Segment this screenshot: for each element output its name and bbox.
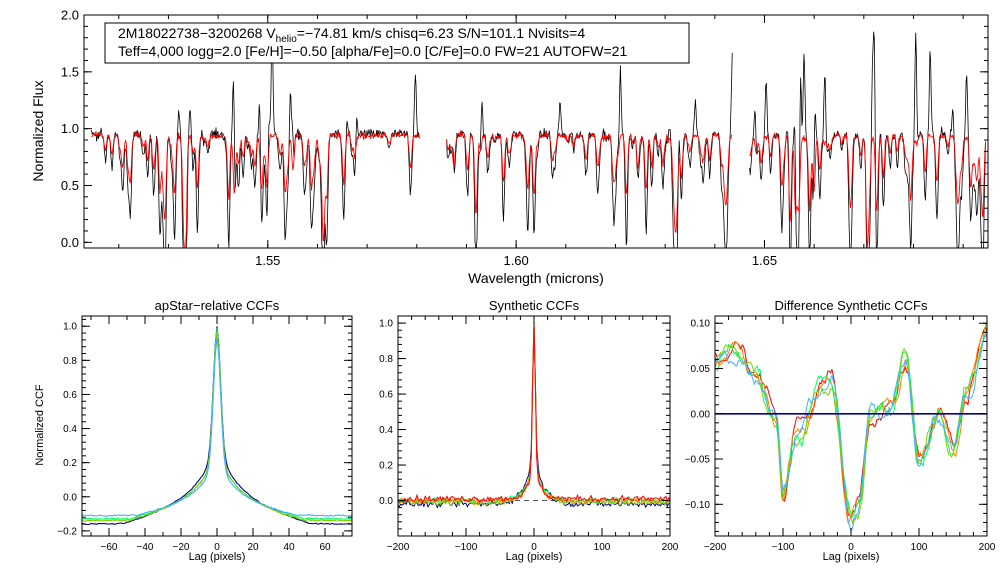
info-box — [104, 22, 690, 64]
y-tick-label: 1.5 — [61, 64, 79, 79]
x-tick-label: 100 — [911, 542, 928, 553]
x-tick-label: 20 — [247, 542, 259, 553]
synthetic-ccf-series — [397, 321, 671, 509]
x-tick-label: 40 — [283, 542, 295, 553]
y-tick-label: 0.05 — [691, 364, 711, 375]
spectrum-panel: 1.55 1.60 1.65 0.0 0.5 1.0 1.5 2.0 2M18022738−3… — [30, 8, 989, 286]
y-tick-label: 0.5 — [61, 178, 79, 193]
x-tick-label: 0 — [531, 542, 537, 553]
y-tick-label: 2.0 — [61, 8, 79, 23]
difference-ccf-axis-ticks: −200 −100 0 100 200 −0.10 −0.05 0.00 0.05 0.10 — [685, 316, 996, 553]
apstar-ccf-title: apStar−relative CCFs — [155, 298, 280, 313]
y-tick-label: 1.0 — [63, 322, 77, 333]
synthetic-ccf-line-visit-4 — [397, 321, 671, 506]
x-tick-label: 60 — [319, 542, 331, 553]
synthetic-ccf-line-visit-1 — [397, 321, 671, 509]
x-tick-label: −200 — [387, 542, 410, 553]
y-tick-label: 0.2 — [63, 458, 77, 469]
x-tick-label: −100 — [455, 542, 478, 553]
x-tick-label: 200 — [662, 542, 679, 553]
y-tick-label: 0.10 — [691, 319, 711, 330]
y-tick-label: −0.10 — [685, 500, 711, 511]
spectrum-series — [91, 30, 986, 249]
y-tick-label: 0.2 — [379, 461, 393, 472]
synthetic-ccf-axis-ticks: −200 −100 0 100 200 0.0 0.2 0.4 0.6 0.8 1.0 — [379, 316, 679, 553]
apstar-ccf-line-visit-3 — [81, 330, 353, 522]
difference-ccf-line-visit-2 — [714, 333, 988, 524]
y-tick-label: 0.00 — [691, 409, 711, 420]
y-tick-label: 0.8 — [379, 354, 393, 365]
x-tick-label: 1.65 — [752, 253, 777, 268]
y-tick-label: −0.2 — [57, 526, 77, 537]
synthetic-ccf-x-label: Lag (pixels) — [506, 551, 563, 563]
info-star-id: 2M18022738−3200268 V — [118, 25, 276, 41]
info-helio-subscript: helio — [276, 34, 298, 45]
apstar-ccf-x-label: Lag (pixels) — [189, 551, 246, 563]
spectrum-line-model-chip-3 — [749, 131, 986, 249]
synthetic-ccf-line-visit-3 — [397, 325, 671, 507]
synthetic-ccf-title: Synthetic CCFs — [489, 298, 580, 313]
apstar-ccf-line-visit-4 — [81, 337, 353, 517]
spectrum-frame — [83, 14, 989, 249]
y-tick-label: 0.0 — [63, 492, 77, 503]
x-tick-label: −40 — [137, 542, 154, 553]
difference-ccf-series — [714, 323, 988, 532]
x-tick-label: 200 — [979, 542, 996, 553]
y-tick-label: 1.0 — [61, 121, 79, 136]
y-tick-label: 0.6 — [63, 390, 77, 401]
x-tick-label: 1.55 — [255, 253, 280, 268]
y-tick-label: 0.8 — [63, 356, 77, 367]
synthetic-ccf-panel: Synthetic CCFs −200 −100 0 100 200 0.0 0.2 0.4 0… — [379, 298, 679, 563]
spectrum-line-observed-chip-1 — [91, 30, 420, 249]
y-tick-label: 0.6 — [379, 390, 393, 401]
apstar-ccf-frame — [81, 315, 353, 537]
spectrum-y-label: Normalized Flux — [30, 80, 46, 181]
info-star-params: =−74.81 km/s chisq=6.23 S/N=101.1 Nvisit… — [297, 25, 586, 41]
y-tick-label: 0.0 — [61, 235, 79, 250]
x-tick-label: 0 — [214, 542, 220, 553]
synthetic-ccf-frame — [397, 315, 671, 537]
apstar-ccf-panel: apStar−relative CCFs −60 −40 −20 0 20 40 60 −0.… — [34, 298, 353, 563]
apstar-ccf-axis-ticks: −60 −40 −20 0 20 40 60 −0.2 0.0 0.2 0.4 0.6 0.8 1.0 — [57, 316, 352, 553]
y-tick-label: 0.4 — [63, 424, 77, 435]
spectrum-line-model-chip-2 — [446, 130, 733, 233]
y-tick-label: 0.0 — [379, 496, 393, 507]
apstar-ccf-y-label: Normalized CCF — [34, 384, 46, 466]
difference-ccf-line-visit-5 — [714, 331, 988, 532]
y-tick-label: −0.05 — [685, 455, 711, 466]
x-tick-label: −60 — [101, 542, 118, 553]
apstar-ccf-line-visit-1 — [81, 326, 353, 526]
apstar-ccf-series — [81, 326, 353, 526]
x-tick-label: −200 — [704, 542, 727, 553]
spectrum-axis-ticks: 1.55 1.60 1.65 0.0 0.5 1.0 1.5 2.0 — [61, 8, 988, 268]
difference-ccf-frame — [714, 315, 988, 537]
x-tick-label: 1.60 — [503, 253, 528, 268]
apstar-ccf-line-visit-2 — [81, 328, 353, 520]
y-tick-label: 0.4 — [379, 425, 393, 436]
x-tick-label: −20 — [173, 542, 190, 553]
y-tick-label: 1.0 — [379, 319, 393, 330]
spectrum-x-label: Wavelength (microns) — [468, 270, 604, 286]
synthetic-ccf-line-visit-2 — [397, 323, 671, 505]
difference-ccf-line-visit-4 — [714, 323, 988, 524]
x-tick-label: −100 — [772, 542, 795, 553]
info-line-1: 2M18022738−3200268 Vhelio=−74.81 km/s ch… — [118, 25, 585, 45]
x-tick-label: 0 — [848, 542, 854, 553]
difference-ccf-title: Difference Synthetic CCFs — [775, 298, 928, 313]
x-tick-label: 100 — [594, 542, 611, 553]
spectrum-line-model-chip-1 — [91, 130, 420, 249]
difference-ccf-x-label: Lag (pixels) — [823, 551, 880, 563]
difference-ccf-line-visit-1 — [714, 327, 988, 519]
info-line-2: Teff=4,000 logg=2.0 [Fe/H]=−0.50 [alpha/… — [118, 43, 627, 59]
synthetic-ccf-line-visit-5 — [397, 323, 671, 504]
difference-ccf-panel: Difference Synthetic CCFs −200 −100 0 100 20… — [685, 298, 996, 563]
